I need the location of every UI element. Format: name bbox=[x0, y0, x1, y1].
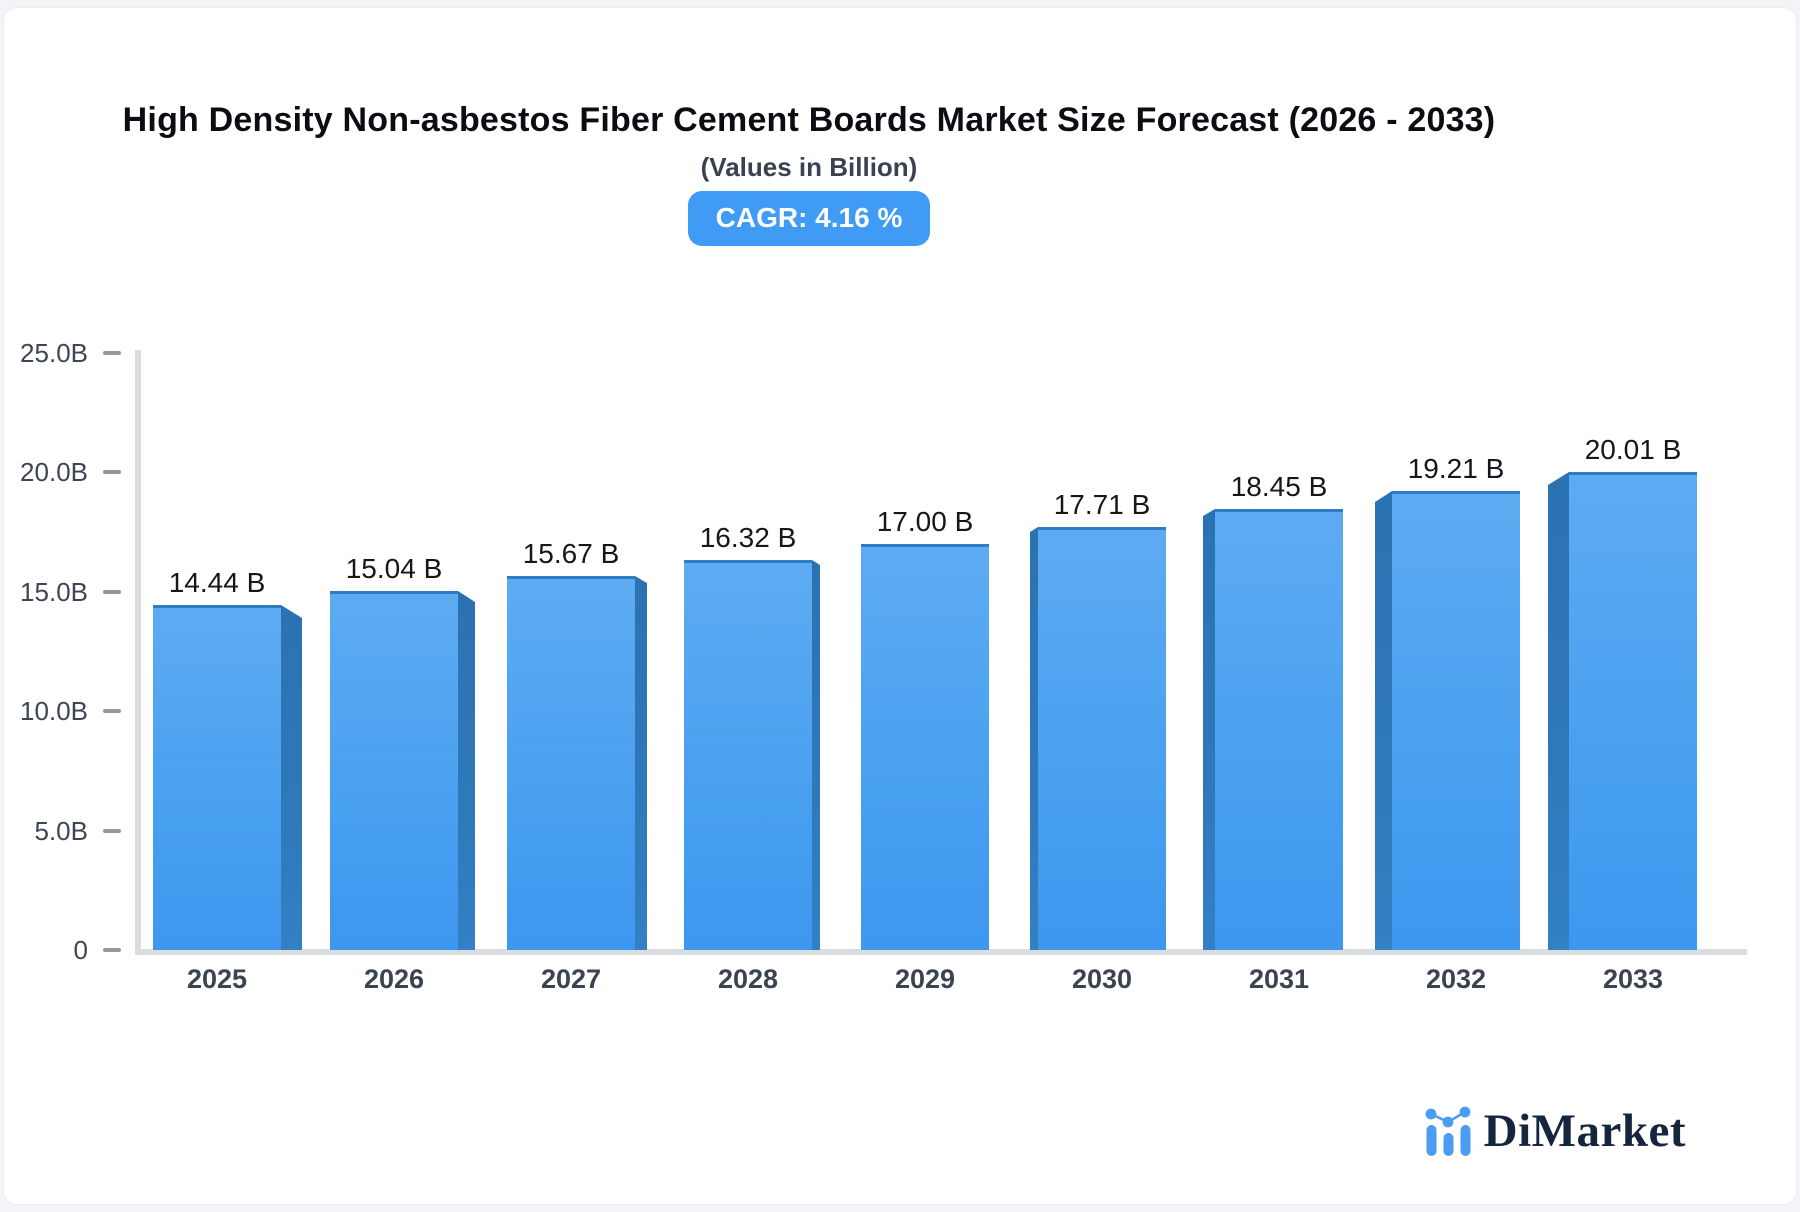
bar-side-2030 bbox=[1030, 527, 1038, 950]
bar-value-label-2028: 16.32 B bbox=[699, 522, 797, 553]
bar-2027 bbox=[507, 576, 635, 950]
bar-2032 bbox=[1392, 491, 1520, 950]
bar-2028 bbox=[684, 560, 812, 950]
bar-side-2026 bbox=[458, 591, 475, 950]
y-axis-label: 10.0B bbox=[20, 696, 88, 727]
bar-side-2031 bbox=[1203, 509, 1215, 950]
x-axis-label-2030: 2030 bbox=[1071, 964, 1133, 994]
x-axis-label-2025: 2025 bbox=[186, 964, 248, 994]
y-axis-label: 15.0B bbox=[20, 576, 88, 607]
y-axis-label: 0 bbox=[73, 935, 88, 965]
dimarket-logo-icon bbox=[1425, 1101, 1471, 1162]
y-tick-mark bbox=[103, 828, 121, 833]
x-axis-label-2029: 2029 bbox=[894, 964, 956, 994]
bar-value-label-2029: 17.00 B bbox=[876, 506, 974, 537]
chart-header: High Density Non-asbestos Fiber Cement B… bbox=[4, 96, 1614, 246]
bar-side-2027 bbox=[635, 576, 647, 950]
bar-side-2028 bbox=[812, 560, 820, 950]
bar-value-label-2027: 15.67 B bbox=[522, 538, 620, 569]
bar-2029 bbox=[861, 544, 989, 950]
x-axis-label-2031: 2031 bbox=[1248, 964, 1310, 994]
bar-value-label-2025: 14.44 B bbox=[168, 567, 266, 598]
y-axis-line bbox=[135, 350, 141, 955]
bar-chart: 25.0B 20.0B 15.0B 10.0B 5.0B 0 14.44 B 15.04 B… bbox=[4, 8, 1796, 1204]
x-axis-label-2027: 2027 bbox=[540, 964, 602, 994]
chart-title: High Density Non-asbestos Fiber Cement B… bbox=[122, 101, 1496, 139]
chart-card: High Density Non-asbestos Fiber Cement B… bbox=[3, 7, 1797, 1205]
bar-side-2033 bbox=[1548, 472, 1569, 950]
bar-2031 bbox=[1215, 509, 1343, 950]
brand-logo: DiMarket bbox=[1425, 1100, 1686, 1162]
bar-value-label-2030: 17.71 B bbox=[1053, 489, 1151, 520]
y-tick-mark bbox=[103, 589, 121, 594]
y-axis-label: 20.0B bbox=[20, 457, 88, 488]
x-axis-line bbox=[135, 949, 1747, 955]
y-tick-mark bbox=[103, 351, 121, 355]
bar-value-label-2026: 15.04 B bbox=[345, 553, 443, 584]
cagr-badge: CAGR: 4.16 % bbox=[687, 191, 931, 246]
chart-subtitle: (Values in Billion) bbox=[700, 152, 918, 182]
y-tick-mark bbox=[103, 470, 121, 475]
y-tick-mark bbox=[103, 948, 121, 952]
bar-2030 bbox=[1038, 527, 1166, 950]
bar-side-2032 bbox=[1375, 491, 1392, 950]
y-axis-label: 5.0B bbox=[34, 815, 89, 846]
bar-side-2025 bbox=[281, 605, 302, 950]
bar-value-label-2031: 18.45 B bbox=[1230, 471, 1328, 502]
y-axis-label: 25.0B bbox=[20, 338, 88, 368]
bar-2033 bbox=[1569, 472, 1697, 950]
brand-logo-text: DiMarket bbox=[1483, 1105, 1686, 1157]
y-tick-mark bbox=[103, 709, 121, 714]
plot-area: 14.44 B 15.04 B 15.67 B 16.32 B 17.00 B 17.71… bbox=[135, 353, 1747, 950]
x-axis-label-2028: 2028 bbox=[717, 964, 779, 994]
bar-value-label-2033: 20.01 B bbox=[1584, 434, 1682, 465]
bar-value-label-2032: 19.21 B bbox=[1407, 453, 1505, 484]
x-axis-label-2026: 2026 bbox=[363, 964, 425, 994]
bar-2025 bbox=[153, 605, 281, 950]
bar-2026 bbox=[330, 591, 458, 950]
x-axis-label-2032: 2032 bbox=[1425, 964, 1487, 994]
x-axis-label-2033: 2033 bbox=[1602, 964, 1664, 994]
